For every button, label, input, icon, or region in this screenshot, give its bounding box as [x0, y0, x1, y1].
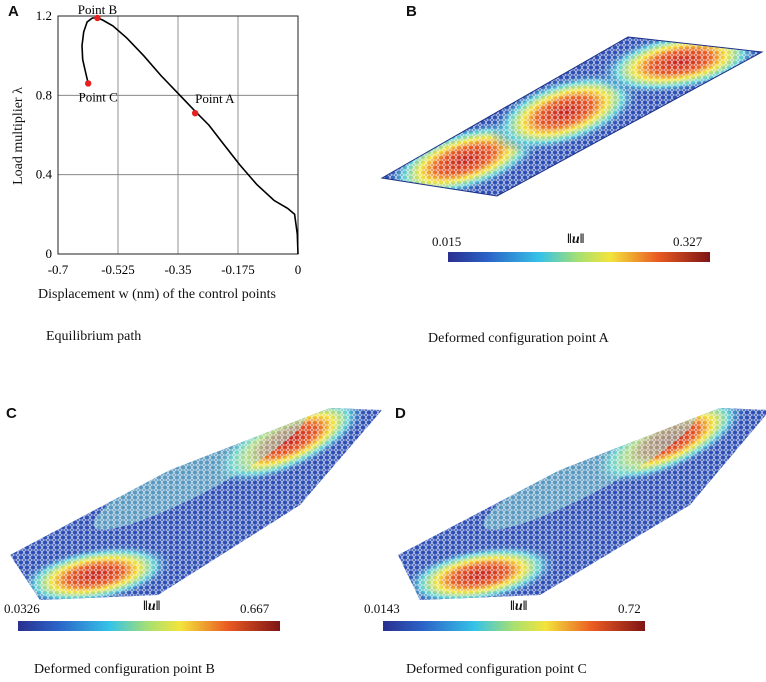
colorbar-b-max: 0.327	[673, 234, 703, 249]
equilibrium-path-line	[81, 17, 299, 255]
colorbar-b-min: 0.015	[432, 234, 462, 249]
y-tick-label: 0.4	[36, 167, 53, 182]
point-marker	[191, 109, 199, 117]
x-tick-label: -0.175	[221, 262, 255, 277]
panel-d-letter: D	[395, 405, 406, 422]
y-tick-label: 1.2	[36, 8, 52, 23]
colorbar-d-label: ‖u‖	[510, 599, 528, 614]
panel-a-letter: A	[8, 3, 19, 20]
colorbar-c	[18, 621, 280, 631]
x-tick-label: -0.525	[101, 262, 135, 277]
colorbar-d-max: 0.72	[618, 601, 641, 616]
point-marker	[94, 14, 101, 22]
colorbar-d-min: 0.0143	[364, 601, 400, 616]
y-tick-label: 0	[46, 246, 53, 261]
colorbar-c-max: 0.667	[240, 601, 270, 616]
x-tick-label: 0	[295, 262, 302, 277]
chart-ticks: -0.7 -0.525 -0.35 -0.175 0 0 0.4 0.8 1.2	[36, 8, 302, 277]
x-tick-label: -0.7	[48, 262, 69, 277]
point-label: Point A	[195, 91, 235, 106]
point-label: Point B	[78, 2, 118, 17]
panel-d-caption: Deformed configuration point C	[406, 662, 587, 677]
x-tick-label: -0.35	[164, 262, 191, 277]
point-marker	[84, 80, 92, 87]
x-axis-label: Displacement w (nm) of the control point…	[38, 287, 276, 302]
panel-a-caption: Equilibrium path	[46, 329, 142, 344]
plot-frame	[57, 15, 299, 255]
point-label: Point C	[78, 89, 117, 104]
y-tick-label: 0.8	[36, 87, 52, 102]
panel-b-letter: B	[406, 3, 417, 20]
panel-c-caption: Deformed configuration point B	[34, 662, 215, 677]
colorbar-b	[448, 252, 710, 262]
colorbar-b-label: ‖u‖	[567, 232, 585, 247]
panel-b-caption: Deformed configuration point A	[428, 331, 609, 346]
colorbar-c-min: 0.0326	[4, 601, 40, 616]
colorbar-d	[383, 621, 645, 631]
colorbar-c-label: ‖u‖	[143, 599, 161, 614]
panel-c-letter: C	[6, 405, 17, 422]
chart-points: Point A Point B Point C	[78, 2, 235, 117]
